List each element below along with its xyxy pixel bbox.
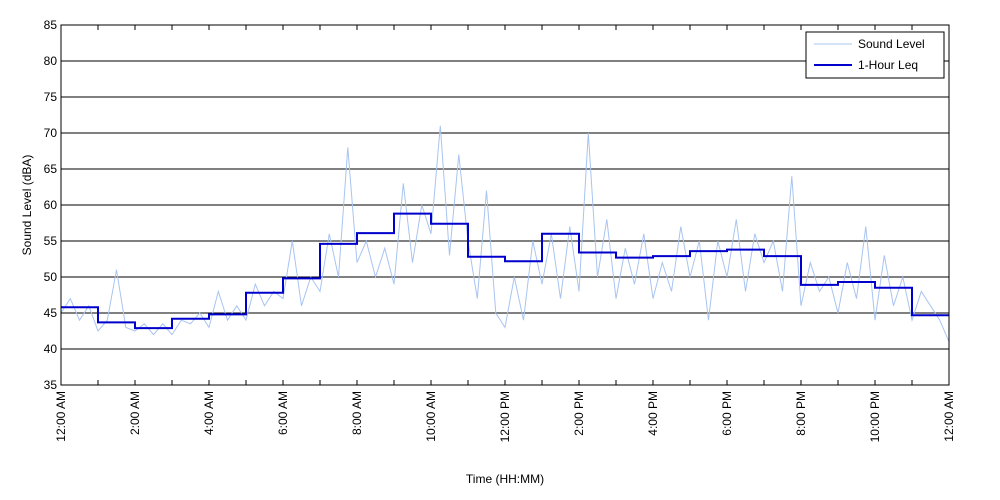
x-axis-label: Time (HH:MM) [466, 472, 544, 486]
x-tick-label: 6:00 PM [720, 391, 734, 436]
y-tick-label: 80 [44, 54, 58, 68]
x-tick-label: 10:00 PM [868, 391, 882, 442]
y-tick-label: 45 [44, 306, 58, 320]
x-axis-ticks: 12:00 AM 2:00 AM 4:00 AM 6:00 AM 8:00 AM 10:0… [54, 25, 956, 442]
legend-label-leq: 1-Hour Leq [858, 58, 918, 72]
x-tick-label: 8:00 PM [794, 391, 808, 436]
leq-series [61, 212, 949, 330]
legend-label-sound-level: Sound Level [858, 37, 925, 51]
sound-level-line [60, 125, 950, 342]
y-axis-ticks: 35 40 45 50 55 60 65 70 75 80 85 [44, 18, 66, 392]
x-tick-label: 2:00 PM [572, 391, 586, 436]
y-tick-label: 40 [44, 342, 58, 356]
x-tick-label: 8:00 AM [350, 391, 364, 435]
y-tick-label: 60 [44, 198, 58, 212]
grid-lines [61, 60, 949, 350]
y-tick-label: 35 [44, 378, 58, 392]
x-tick-label: 12:00 AM [942, 391, 956, 442]
x-tick-label: 2:00 AM [128, 391, 142, 435]
y-axis-label: Sound Level (dBA) [20, 155, 34, 256]
legend-box [805, 31, 945, 79]
y-tick-label: 55 [44, 234, 58, 248]
x-tick-label: 10:00 AM [424, 391, 438, 442]
x-tick-label: 4:00 PM [646, 391, 660, 436]
x-tick-label: 4:00 AM [202, 391, 216, 435]
sound-level-series [60, 125, 950, 342]
y-tick-label: 85 [44, 18, 58, 32]
legend: Sound Level 1-Hour Leq [805, 31, 945, 79]
leq-step-line [61, 212, 949, 330]
x-tick-label: 12:00 AM [54, 391, 68, 442]
y-tick-label: 70 [44, 126, 58, 140]
y-tick-label: 65 [44, 162, 58, 176]
x-minor-ticks [97, 25, 913, 385]
y-tick-label: 50 [44, 270, 58, 284]
y-tick-label: 75 [44, 90, 58, 104]
x-tick-label: 12:00 PM [498, 391, 512, 442]
x-tick-label: 6:00 AM [276, 391, 290, 435]
